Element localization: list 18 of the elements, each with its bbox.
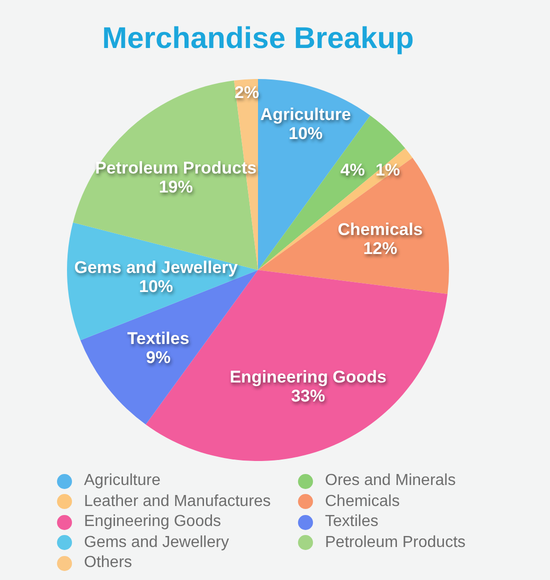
data-label: 1%: [375, 160, 400, 179]
legend-label: Chemicals: [325, 492, 400, 511]
data-label: Chemicals 12%: [338, 220, 423, 258]
data-label: Textiles 9%: [127, 328, 190, 366]
data-label: Gems and Jewellery 10%: [74, 257, 238, 296]
legend-label: Engineering Goods: [84, 513, 221, 532]
pie-slice: [258, 158, 449, 294]
legend-label: Textiles: [325, 513, 378, 532]
legend-label: Ores and Minerals: [325, 472, 456, 490]
data-label: 4%: [340, 160, 365, 179]
legend-label: Gems and Jewellery: [84, 534, 229, 552]
data-label: Agriculture 10%: [260, 104, 351, 142]
chart-title: Merchandise Breakup: [101, 21, 415, 57]
legend-label: Leather and Manufactures: [84, 492, 271, 511]
legend-label: Petroleum Products: [325, 534, 466, 552]
legend-label: Others: [84, 554, 132, 572]
data-label: Engineering Goods 33%: [230, 366, 387, 405]
legend-label: Agriculture: [84, 472, 160, 490]
